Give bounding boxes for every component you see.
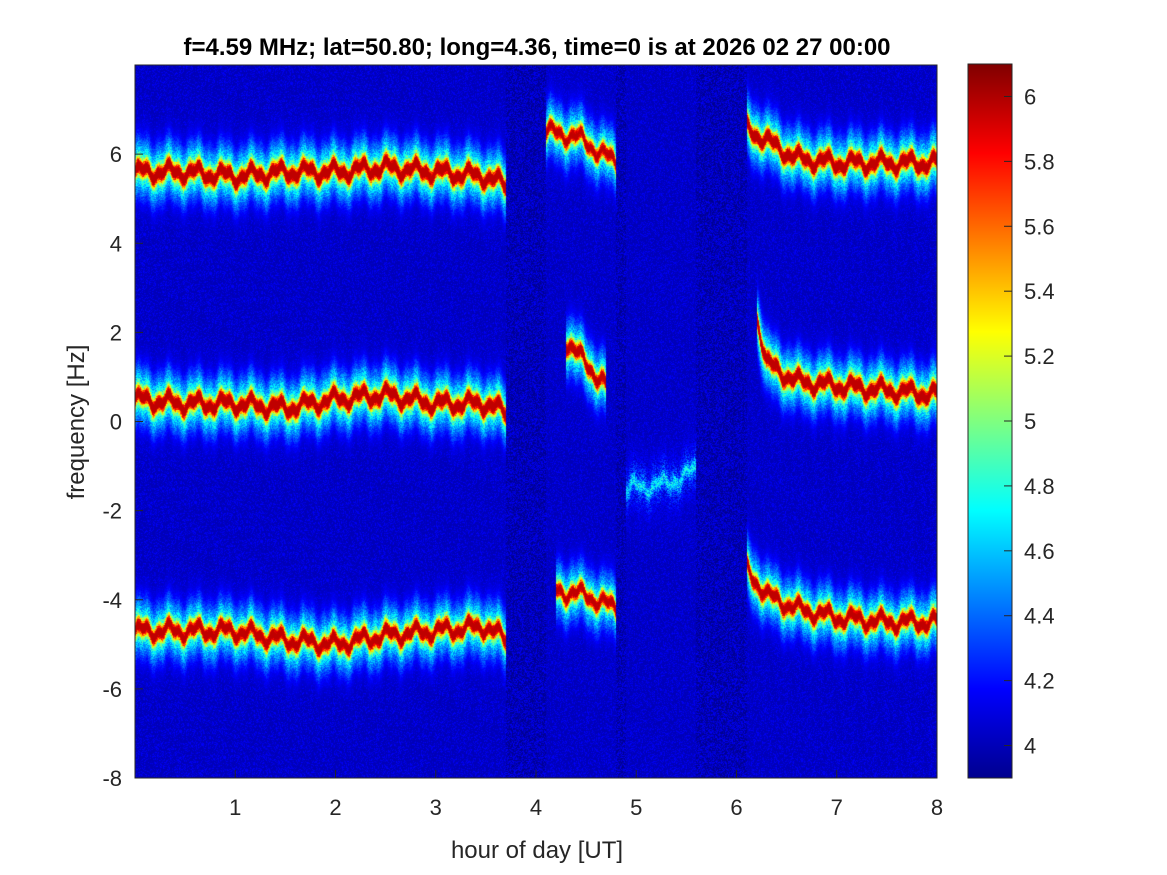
- y-tick-label: -6: [102, 677, 122, 702]
- colorbar-tick-label: 5.2: [1024, 344, 1055, 369]
- plot-area: [134, 64, 938, 779]
- y-tick-label: -8: [102, 766, 122, 791]
- x-tick-label: 3: [430, 795, 442, 820]
- y-tick-label: 6: [110, 142, 122, 167]
- x-axis: 1 2 3 4 5 6 7 8: [229, 770, 943, 820]
- y-tick-label: 4: [110, 231, 122, 256]
- x-tick-label: 4: [530, 795, 542, 820]
- x-tick-label: 6: [730, 795, 742, 820]
- y-tick-label: 0: [110, 410, 122, 435]
- colorbar-tick-label: 5.6: [1024, 214, 1055, 239]
- x-tick-label: 2: [329, 795, 341, 820]
- colorbar-tick-label: 6: [1024, 84, 1036, 109]
- colorbar-tick-label: 5: [1024, 409, 1036, 434]
- x-axis-label: hour of day [UT]: [451, 837, 623, 864]
- y-tick-label: 2: [110, 320, 122, 345]
- colorbar-tick-label: 5.8: [1024, 149, 1055, 174]
- y-axis: -8 -6 -4 -2 0 2 4 6: [102, 142, 143, 791]
- y-tick-label: -2: [102, 499, 122, 524]
- colorbar-tick-label: 4.2: [1024, 669, 1055, 694]
- colorbar-tick-label: 4.6: [1024, 539, 1055, 564]
- colorbar: 4 4.2 4.4 4.6 4.8 5 5.2 5.4 5.6 5.8 6: [967, 63, 1055, 779]
- colorbar-tick-label: 4: [1024, 734, 1036, 759]
- x-tick-label: 8: [931, 795, 943, 820]
- colorbar-tick-label: 5.4: [1024, 279, 1055, 304]
- y-axis-label: frequency [Hz]: [63, 345, 90, 500]
- x-tick-label: 5: [630, 795, 642, 820]
- colorbar-tick-label: 4.4: [1024, 604, 1055, 629]
- chart-title: f=4.59 MHz; lat=50.80; long=4.36, time=0…: [183, 34, 890, 61]
- y-tick-label: -4: [102, 588, 122, 613]
- colorbar-tick-label: 4.8: [1024, 474, 1055, 499]
- x-tick-label: 1: [229, 795, 241, 820]
- spectrogram-image: [135, 65, 937, 778]
- x-tick-label: 7: [831, 795, 843, 820]
